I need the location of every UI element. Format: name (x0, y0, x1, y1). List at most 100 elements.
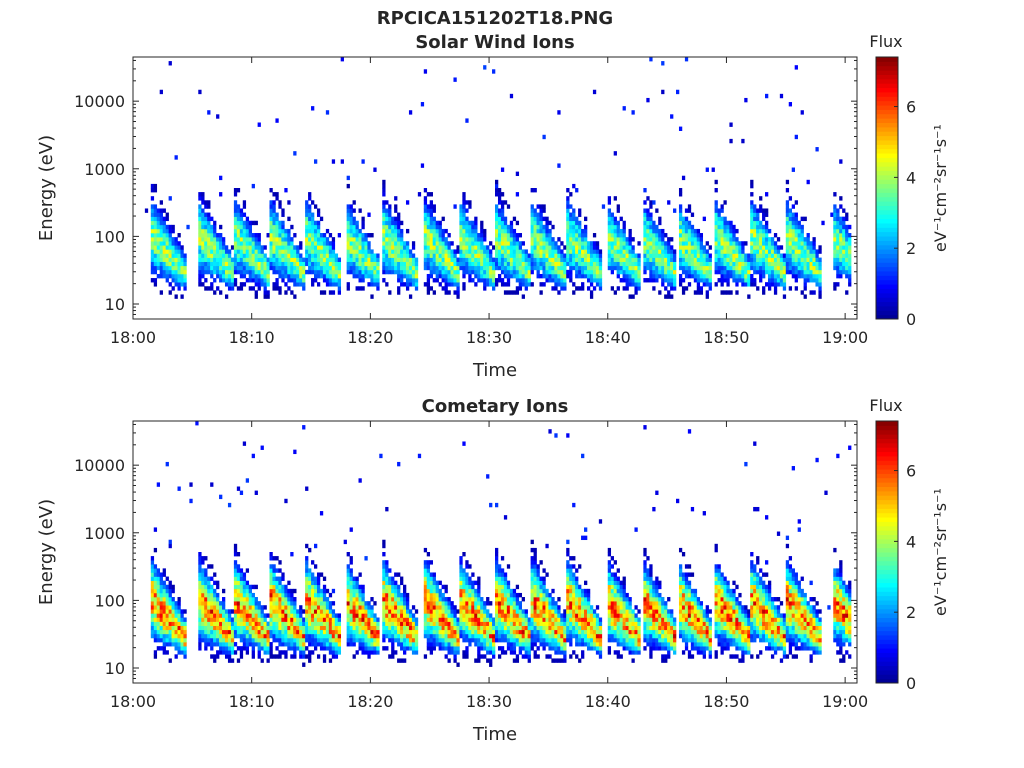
heatmap-cell (165, 633, 169, 639)
heatmap-cell (311, 588, 315, 594)
heatmap-cell (518, 257, 523, 262)
heatmap-cell (699, 245, 704, 250)
heatmap-cell (408, 642, 413, 647)
heatmap-cell (251, 241, 255, 246)
heatmap-cell (405, 269, 410, 275)
heatmap-cell (477, 261, 481, 267)
heatmap-cell (334, 617, 339, 622)
heatmap-cell (474, 261, 478, 267)
heatmap-cell (201, 282, 205, 287)
heatmap-cell (358, 601, 362, 606)
heatmap-cell (210, 233, 214, 238)
heatmap-cell (405, 200, 410, 205)
heatmap-cell (269, 621, 273, 626)
heatmap-cell (222, 597, 226, 602)
heatmap-cell (183, 286, 187, 291)
heatmap-cell (628, 257, 632, 262)
heatmap-cell (201, 261, 205, 267)
heatmap-cell (272, 220, 276, 226)
heatmap-cell (275, 257, 279, 262)
heatmap-cell (554, 249, 558, 254)
heatmap-cell (767, 241, 772, 246)
heatmap-cell (207, 216, 211, 222)
heatmap-cell (512, 273, 517, 279)
heatmap-cell (637, 273, 641, 279)
heatmap-cell (750, 265, 754, 271)
heatmap-cell (260, 621, 264, 626)
heatmap-cell (450, 269, 454, 275)
heatmap-cell (227, 637, 232, 643)
heatmap-cell (483, 269, 487, 275)
heatmap-cell (497, 233, 502, 238)
heatmap-cell (210, 617, 214, 622)
heatmap-cell (245, 642, 250, 647)
heatmap-cell (607, 265, 612, 271)
heatmap-cell (794, 233, 798, 238)
heatmap-cell (168, 605, 172, 610)
heatmap-cell (382, 605, 386, 610)
heatmap-cell (821, 220, 825, 226)
heatmap-cell (759, 245, 763, 250)
heatmap-cell (328, 625, 333, 631)
plot-frame (132, 56, 858, 320)
heatmap-cell (207, 564, 211, 569)
heatmap-cell (699, 237, 704, 242)
heatmap-cell (358, 572, 362, 577)
heatmap-cell (254, 249, 258, 254)
heatmap-cell (346, 642, 350, 647)
heatmap-cell (159, 249, 163, 254)
heatmap-cell (684, 208, 689, 213)
heatmap-cell (358, 617, 362, 622)
heatmap-cell (690, 265, 695, 271)
heatmap-cell (750, 179, 754, 185)
heatmap-cell (239, 265, 244, 271)
heatmap-cell (447, 253, 451, 258)
heatmap-cell (405, 261, 410, 267)
heatmap-cell (729, 233, 733, 238)
heatmap-cell (385, 228, 389, 234)
heatmap-cell (210, 249, 214, 254)
heatmap-cell (477, 237, 481, 242)
heatmap-cell (400, 592, 404, 598)
heatmap-cell (322, 633, 327, 639)
heatmap-cell (563, 282, 567, 287)
heatmap-cell (266, 257, 270, 262)
heatmap-cell (156, 613, 161, 618)
heatmap-cell (405, 286, 410, 291)
heatmap-cell (500, 192, 505, 197)
heatmap-cell (530, 228, 534, 234)
heatmap-cell (705, 253, 709, 258)
heatmap-cell (818, 265, 822, 271)
heatmap-cell (168, 609, 172, 614)
heatmap-cell (471, 265, 475, 271)
heatmap-cell (465, 269, 469, 275)
heatmap-cell (791, 220, 795, 226)
heatmap-cell (512, 249, 517, 254)
heatmap-cell (625, 273, 629, 279)
heatmap-cell (222, 617, 226, 622)
heatmap-cell (809, 265, 813, 271)
heatmap-cell (845, 257, 849, 262)
heatmap-cell (765, 241, 769, 246)
heatmap-cell (219, 224, 223, 230)
heatmap-cell (275, 621, 279, 626)
heatmap-cell (311, 637, 315, 643)
heatmap-cell (316, 605, 321, 610)
heatmap-cell (536, 245, 540, 250)
heatmap-cell (649, 273, 653, 279)
heatmap-cell (316, 224, 321, 230)
heatmap-cell (319, 609, 324, 614)
heatmap-cell (287, 245, 291, 250)
heatmap-cell (162, 228, 166, 234)
heatmap-cell (474, 282, 478, 287)
heatmap-cell (346, 220, 350, 226)
heatmap-cell (753, 253, 757, 258)
heatmap-cell (382, 601, 386, 606)
heatmap-cell (486, 249, 490, 254)
heatmap-cell (177, 601, 181, 606)
heatmap-cell (308, 658, 312, 663)
heatmap-cell (156, 257, 161, 262)
heatmap-cell (346, 245, 350, 250)
heatmap-cell (613, 237, 617, 242)
heatmap-cell (578, 220, 582, 226)
